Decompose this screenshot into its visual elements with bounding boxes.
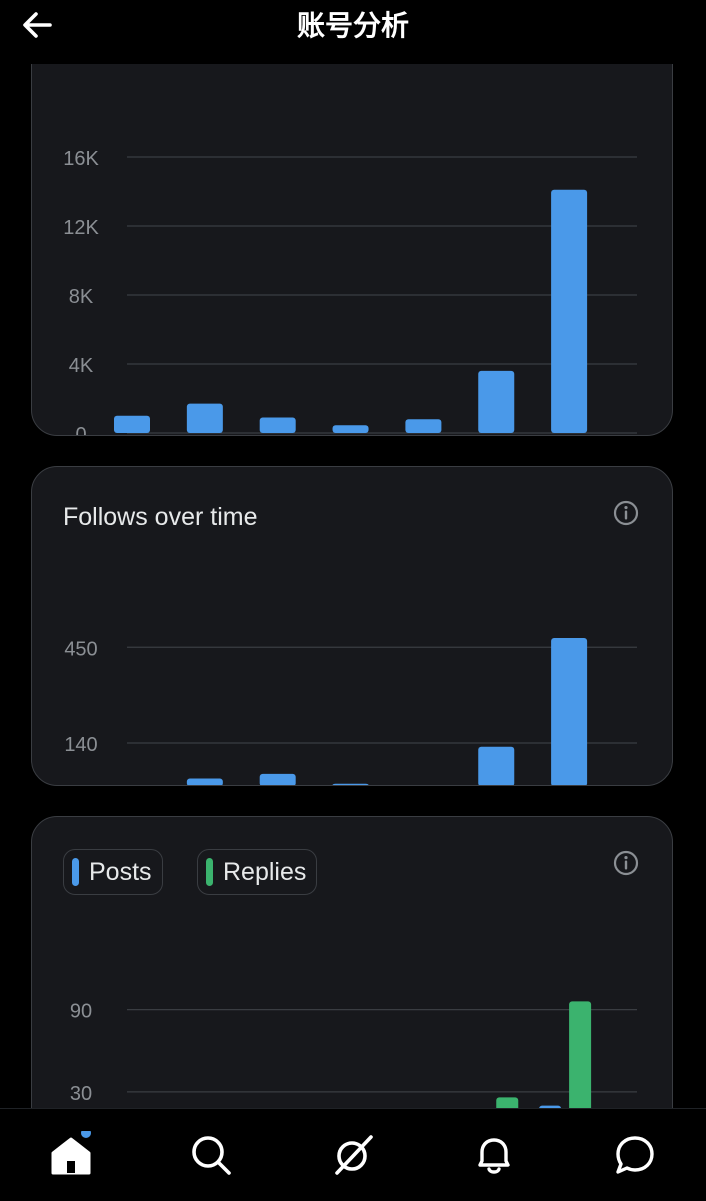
- bar: [496, 1097, 519, 1108]
- bar: [259, 773, 296, 785]
- x-tick-label: Sep 14: [246, 432, 309, 435]
- y-tick-label: 12K: [63, 217, 99, 239]
- legend-label: Posts: [89, 857, 152, 886]
- follows-chart: 140450Sep 12Sep 14Sep 16Sep 18: [64, 638, 637, 785]
- home-icon[interactable]: [47, 1131, 95, 1179]
- y-tick-label: 8K: [69, 286, 94, 308]
- bar: [186, 403, 223, 433]
- y-tick-label: 90: [70, 1001, 92, 1023]
- legend-label: Replies: [223, 857, 307, 886]
- bar: [332, 425, 369, 433]
- card-title: Follows over time: [63, 503, 258, 531]
- legend-swatch: [206, 858, 213, 886]
- top-bar: 账号分析: [0, 0, 706, 64]
- bar: [332, 783, 369, 785]
- grok-icon[interactable]: [329, 1131, 377, 1179]
- messages-icon[interactable]: [611, 1131, 659, 1179]
- y-tick-label: 4K: [69, 355, 94, 377]
- bar: [259, 417, 296, 433]
- bottom-navigation: [0, 1108, 706, 1201]
- bar: [539, 1105, 562, 1108]
- posts-replies-chart: 3090Sep 12Sep 14Sep 16Sep 18: [70, 1001, 637, 1108]
- legend-replies[interactable]: Replies: [197, 849, 318, 895]
- impressions-chart-card: 0 4K 8K 12K 16K Sep 12 Sep 14 Sep 16 Sep 18: [31, 64, 673, 436]
- bar: [405, 419, 442, 433]
- posts-replies-chart-card: Posts Replies 3090Sep 12Sep 14Sep 16Sep …: [31, 816, 673, 1108]
- info-icon[interactable]: [612, 849, 640, 877]
- y-tick-label: 30: [70, 1083, 92, 1105]
- back-arrow-icon: [23, 12, 52, 38]
- y-tick-label: 0: [75, 424, 86, 435]
- y-tick-label: 140: [64, 734, 97, 756]
- info-icon[interactable]: [612, 499, 640, 527]
- legend-posts[interactable]: Posts: [63, 849, 163, 895]
- bar: [551, 189, 588, 433]
- back-button[interactable]: [18, 6, 62, 46]
- page-title: 账号分析: [296, 9, 409, 42]
- bar: [551, 638, 588, 785]
- y-tick-label: 16K: [63, 148, 99, 170]
- bar: [478, 370, 515, 433]
- bar: [186, 778, 223, 785]
- analytics-content[interactable]: 0 4K 8K 12K 16K Sep 12 Sep 14 Sep 16 Sep 18 Foll…: [0, 64, 706, 1108]
- bar: [114, 415, 150, 433]
- follows-chart-card: Follows over time 140450Sep 12Sep 14Sep …: [31, 466, 673, 786]
- y-tick-label: 450: [64, 638, 97, 660]
- notifications-icon[interactable]: [470, 1131, 518, 1179]
- home-notification-dot: [81, 1131, 91, 1138]
- impressions-chart: 0 4K 8K 12K 16K Sep 12 Sep 14 Sep 16 Sep 18: [63, 148, 637, 435]
- x-tick-label: Sep 12: [100, 432, 163, 435]
- bar: [569, 1001, 592, 1108]
- x-tick-label: Sep 18: [537, 432, 600, 435]
- x-tick-label: Sep 16: [392, 432, 455, 435]
- legend-swatch: [72, 858, 79, 886]
- bar: [478, 746, 515, 785]
- search-icon[interactable]: [187, 1131, 235, 1179]
